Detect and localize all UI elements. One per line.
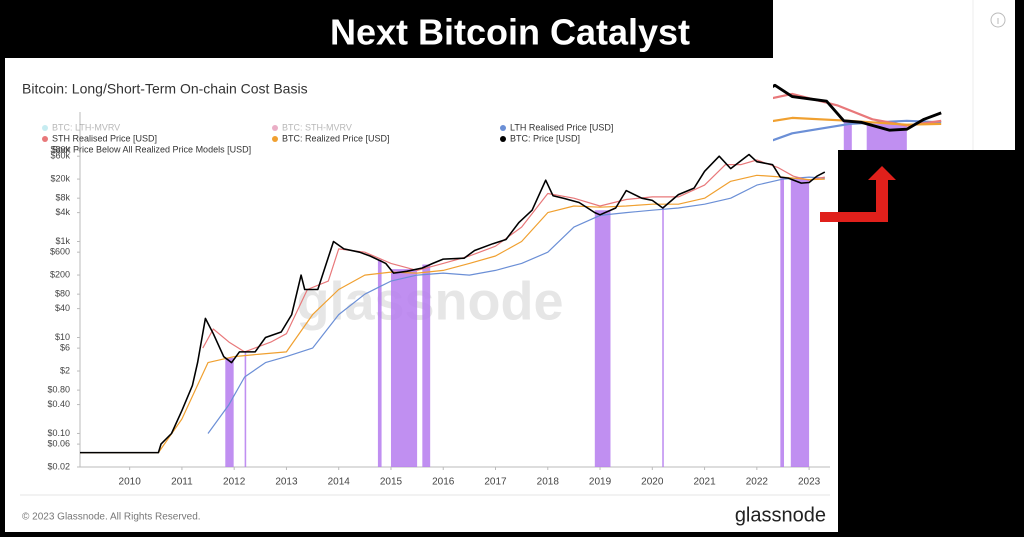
band (843, 120, 852, 150)
x-tick-label: 2011 (171, 477, 193, 488)
legend-label: LTH Realised Price [USD] (510, 122, 613, 132)
band (790, 179, 810, 468)
x-tick-label: 2022 (746, 477, 769, 488)
legend-swatch (272, 125, 278, 131)
legend-swatch (42, 136, 48, 142)
y-tick-label: $0.40 (47, 399, 70, 409)
plot: $0.02 $0.06$0.10 $0.40 $0.80 $2 $6$10 $40 $80 $2… (42, 112, 830, 488)
band (244, 351, 247, 467)
x-tick-label: 2015 (380, 477, 403, 488)
band (422, 264, 431, 467)
x-tick-label: 2019 (589, 477, 612, 488)
legend-label: BTC: STH-MVRV (282, 122, 352, 132)
copyright: © 2023 Glassnode. All Rights Reserved. (22, 512, 201, 523)
legend-swatch (500, 136, 506, 142)
y-tick-label: $0.10 (47, 428, 70, 438)
x-tick-label: 2018 (537, 477, 560, 488)
y-tick-label: $8k (55, 193, 70, 203)
x-tick-label: 2010 (119, 477, 142, 488)
band (780, 177, 785, 467)
band (866, 123, 907, 150)
series-line (80, 174, 825, 454)
band (662, 207, 664, 467)
x-tick-label: 2013 (275, 477, 298, 488)
y-tick-label: $0.80 (47, 384, 70, 394)
legend-swatch (500, 125, 506, 131)
band (377, 259, 382, 467)
y-tick-label: $10 (55, 332, 70, 342)
y-tick-label: $4k (55, 207, 70, 217)
legend-swatch (272, 136, 278, 142)
x-tick-label: 2021 (693, 477, 716, 488)
y-tick-label: $20k (50, 173, 70, 183)
y-tick-label: $6 (60, 343, 70, 353)
y-tick-label: $600 (50, 247, 70, 257)
series-line (80, 153, 826, 454)
legend-label: BTC: Realized Price [USD] (282, 133, 390, 143)
x-tick-label: 2020 (641, 477, 664, 488)
legend-label: BTC: LTH-MVRV (52, 122, 120, 132)
chart-title: Bitcoin: Long/Short-Term On-chain Cost B… (22, 81, 308, 97)
y-tick-label: $0.06 (47, 438, 70, 448)
slide-title: Next Bitcoin Catalyst (330, 12, 690, 53)
legend-label: BTC: Price [USD] (510, 133, 580, 143)
series-line (207, 176, 825, 434)
inset-plot (773, 83, 942, 150)
x-tick-label: 2016 (432, 477, 455, 488)
y-tick-label: $200 (50, 269, 70, 279)
legend-swatch (42, 125, 48, 131)
x-tick-label: 2017 (484, 477, 507, 488)
x-tick-label: 2014 (328, 477, 351, 488)
info-icon (990, 12, 1006, 28)
y-tick-label: $60k (50, 151, 70, 161)
y-tick-label: $2 (60, 365, 70, 375)
y-tick-label: $0.02 (47, 461, 70, 471)
x-tick-label: 2012 (223, 477, 246, 488)
arrow (820, 166, 896, 222)
logo: glassnode (735, 504, 826, 526)
legend-label: Spot Price Below All Realized Price Mode… (52, 144, 251, 154)
y-tick-label: $80k (50, 145, 70, 155)
x-tick-label: 2023 (798, 477, 821, 488)
legend-label: STH Realised Price [USD] (52, 133, 157, 143)
band (594, 210, 611, 467)
band (390, 269, 418, 467)
band (225, 357, 234, 467)
y-tick-label: $40 (55, 303, 70, 313)
y-tick-label: $80 (55, 289, 70, 299)
y-tick-label: $1k (55, 236, 70, 246)
